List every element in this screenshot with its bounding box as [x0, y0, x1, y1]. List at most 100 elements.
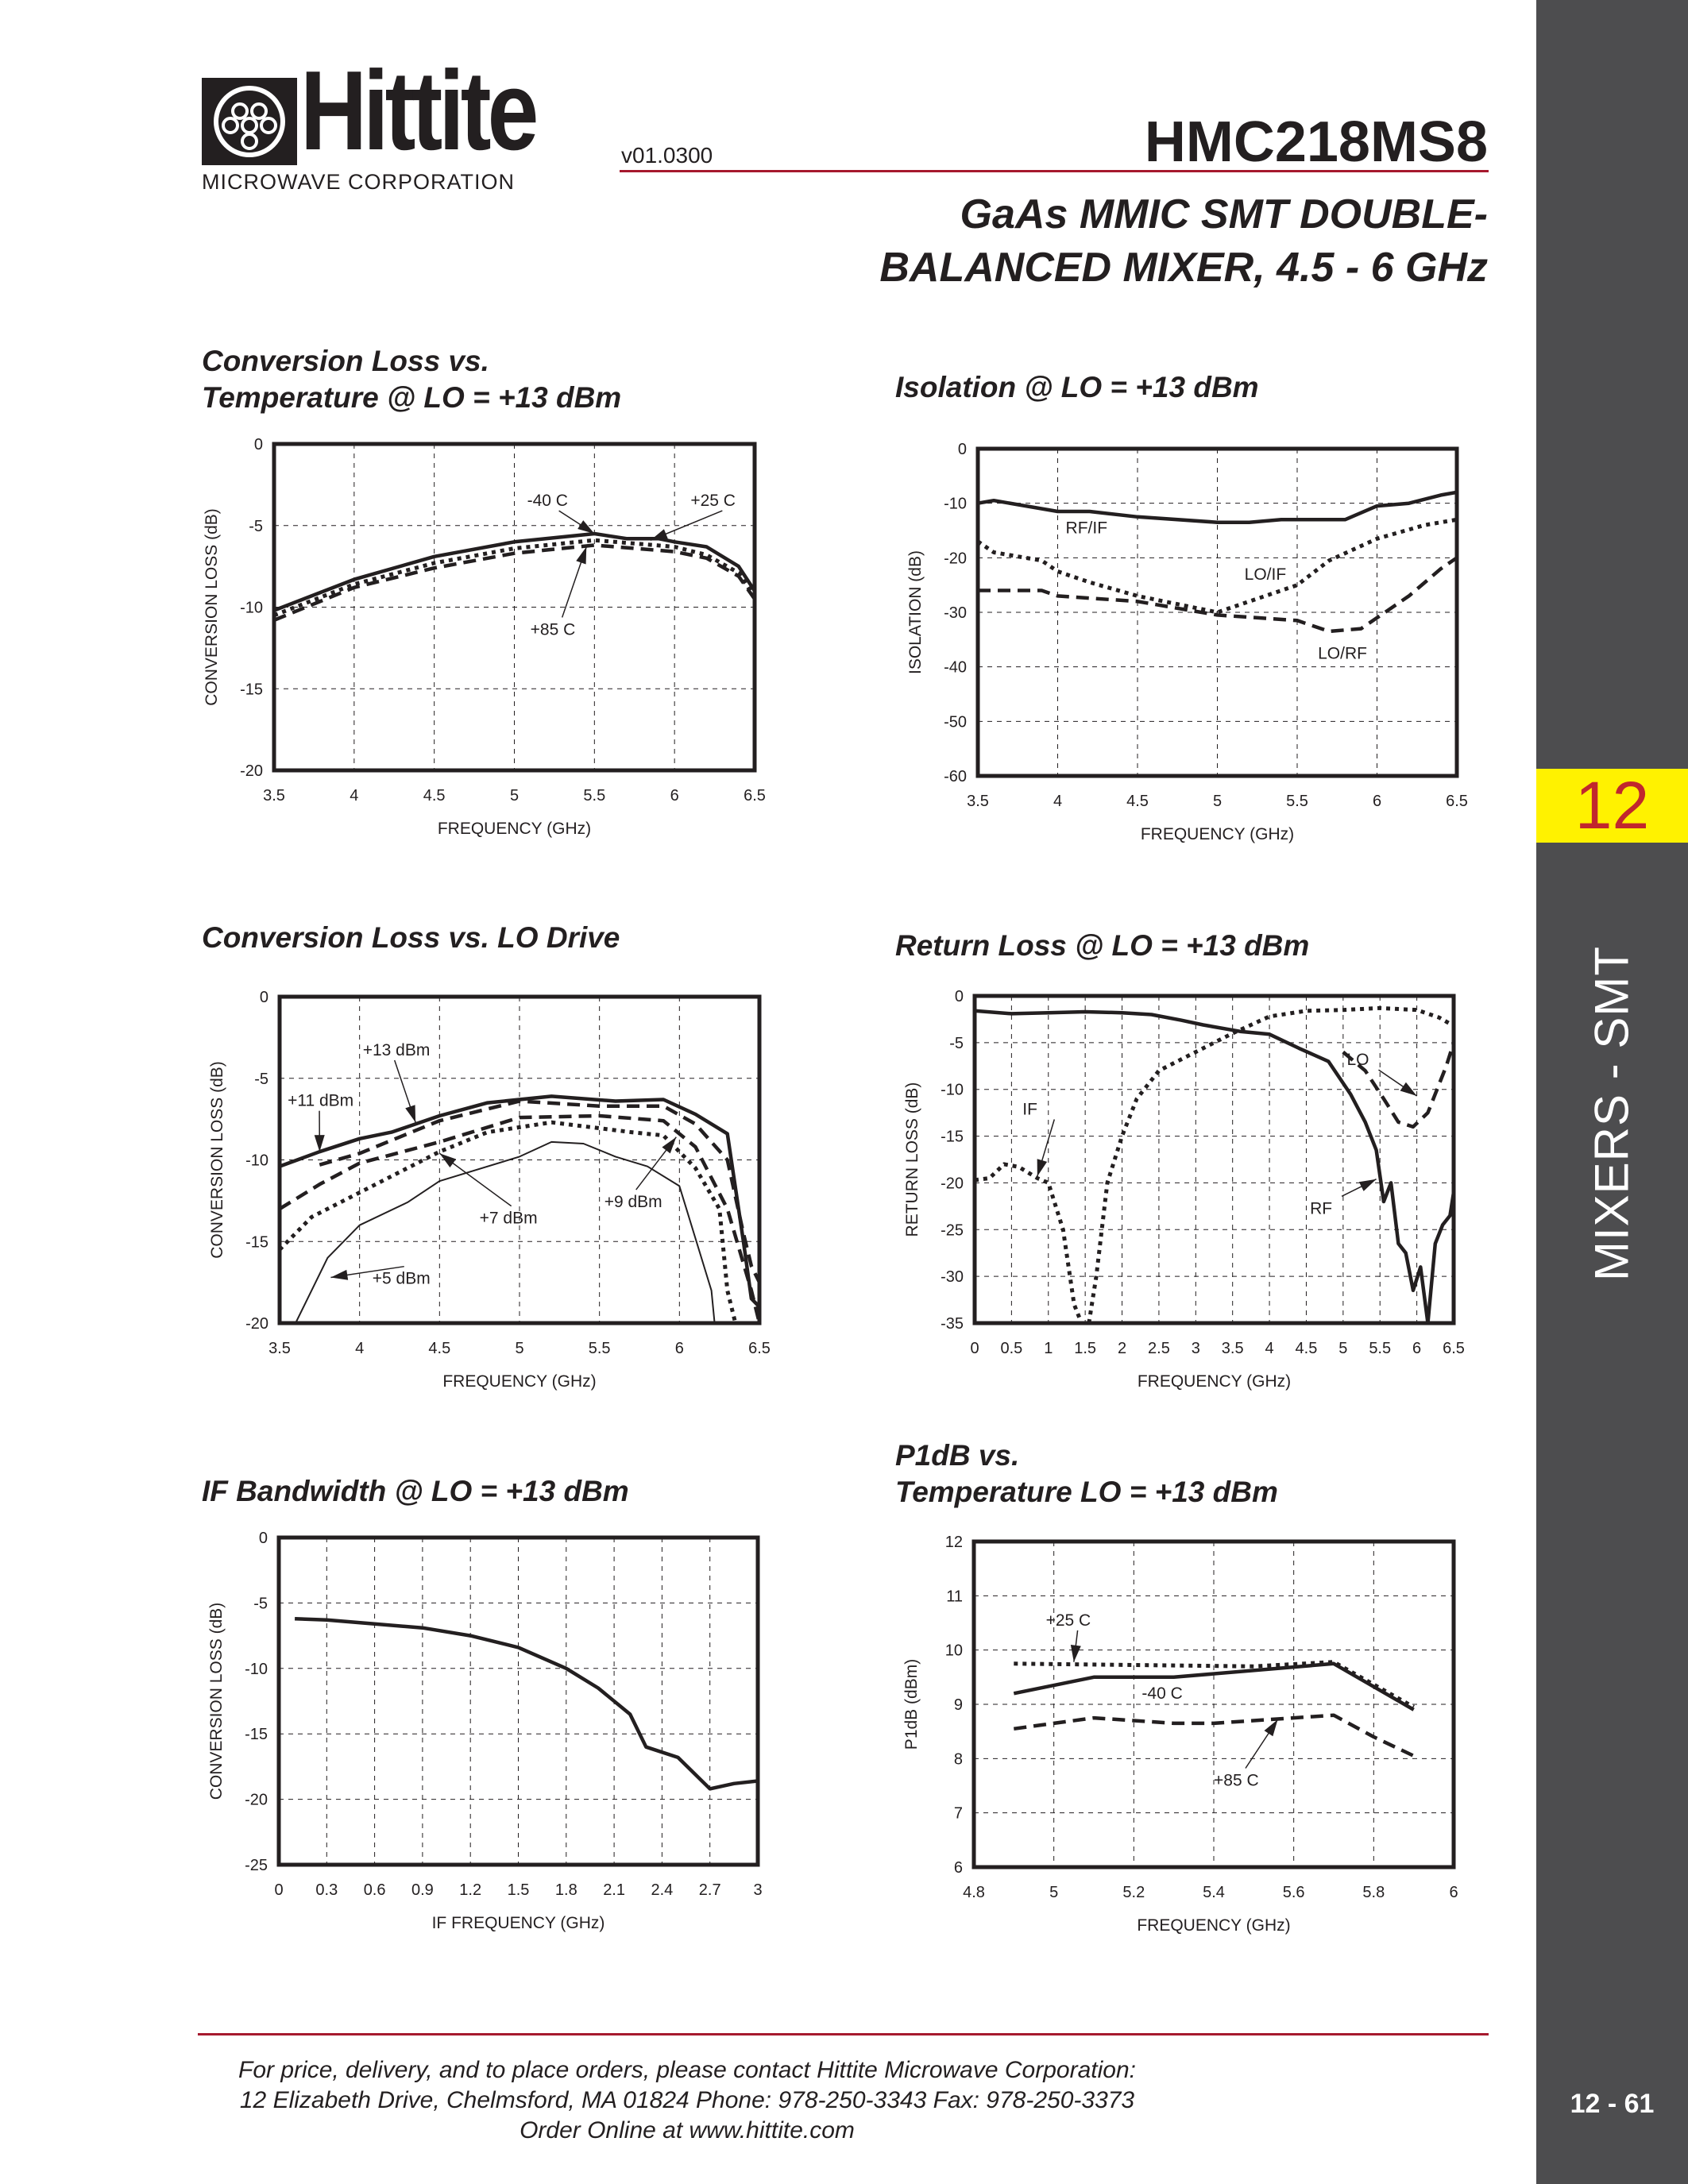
y-tick-label: -30	[944, 604, 967, 622]
annotation-label: -40 C	[1141, 1684, 1182, 1703]
chart-title-line: Conversion Loss vs.	[202, 345, 489, 377]
y-tick-label: 10	[945, 1642, 963, 1660]
annotation-label: +85 C	[531, 620, 576, 639]
y-axis-label: RETURN LOSS (dB)	[903, 1082, 921, 1237]
annotation-label: +85 C	[1214, 1772, 1259, 1790]
y-tick-label: -5	[249, 518, 263, 535]
chart-title-line: Isolation @ LO = +13 dBm	[895, 371, 1259, 403]
x-tick-label: 2.1	[603, 1881, 625, 1899]
x-tick-label: 4.5	[1296, 1340, 1318, 1357]
section-sidebar	[1536, 0, 1688, 2184]
x-tick-label: 5.5	[583, 787, 605, 805]
y-tick-label: -5	[949, 1035, 964, 1052]
x-tick-label: 3	[1192, 1340, 1200, 1357]
chart-1: 3.5 4 4.5 5 5.5 6 6.5 0 -5 -10 -15 -20 FREQUENCY (GH…	[203, 436, 766, 838]
x-tick-label: 5.5	[589, 1340, 611, 1357]
annotation-label: +13 dBm	[363, 1041, 431, 1059]
document-version: v01.0300	[621, 143, 713, 168]
logo-subtitle: MICROWAVE CORPORATION	[202, 170, 516, 194]
x-tick-label: 3	[753, 1881, 762, 1899]
y-tick-label: -20	[245, 1315, 268, 1333]
logo-wordmark: Hittite	[300, 48, 539, 174]
x-tick-label: 2.7	[699, 1881, 721, 1899]
annotation-label: LO/RF	[1318, 644, 1367, 662]
x-tick-label: 4.5	[423, 787, 446, 805]
chart-title-line: P1dB vs.	[895, 1439, 1020, 1472]
footer-address: 12 Elizabeth Drive, Chelmsford, MA 01824…	[239, 2087, 1135, 2113]
annotation-label: LO	[1346, 1051, 1369, 1069]
x-tick-label: 1.8	[555, 1881, 577, 1899]
x-tick-label: 4.5	[428, 1340, 450, 1357]
y-tick-label: -10	[240, 600, 263, 617]
annotation-label: +9 dBm	[605, 1193, 662, 1211]
chart-title-line: Return Loss @ LO = +13 dBm	[895, 929, 1310, 962]
x-tick-label: 2.5	[1148, 1340, 1170, 1357]
y-tick-label: -15	[245, 1233, 268, 1251]
footer-divider	[198, 2033, 1489, 2035]
annotation-arrow-icon	[1264, 1719, 1278, 1737]
plot-frame	[276, 1535, 760, 1867]
annotation-label: +11 dBm	[288, 1092, 353, 1110]
y-tick-label: 9	[954, 1696, 963, 1714]
annotation-arrow-icon	[439, 1153, 457, 1167]
x-tick-label: 3.5	[1222, 1340, 1244, 1357]
annotation-arrow-icon	[577, 520, 595, 534]
x-tick-label: 6.5	[1446, 793, 1468, 810]
x-tick-label: 6.5	[744, 787, 766, 805]
x-tick-label: 4	[350, 787, 358, 805]
chart-title-p1db: P1dB vs. Temperature LO = +13 dBm	[895, 1437, 1278, 1511]
company-logo: Hittite MICROWAVE CORPORATION	[202, 55, 586, 195]
series-line-lo	[1342, 1042, 1454, 1129]
y-tick-label: -15	[245, 1726, 268, 1743]
x-tick-label: 1	[1044, 1340, 1053, 1357]
x-tick-label: 5.6	[1283, 1884, 1305, 1901]
x-tick-label: 0.3	[315, 1881, 338, 1899]
x-tick-label: 1.2	[459, 1881, 481, 1899]
series-line-40-c	[1013, 1661, 1415, 1711]
chart-4: 0 0.5 1 1.5 2 2.5 3 3.5 4 4.5 5 5.5 6 6.5 0 -5 -10 -15 -20…	[903, 988, 1465, 1391]
chart-title-isolation: Isolation @ LO = +13 dBm	[895, 369, 1259, 406]
x-tick-label: 5.5	[1286, 793, 1308, 810]
annotation-arrow-icon	[405, 1105, 416, 1123]
product-subtitle-line1: GaAs MMIC SMT DOUBLE-	[960, 191, 1488, 237]
x-tick-label: 4	[1265, 1340, 1274, 1357]
x-tick-label: 6	[670, 787, 679, 805]
annotation-arrow-icon	[1070, 1645, 1081, 1662]
logo-emblem-icon	[202, 78, 297, 165]
footer-order-link[interactable]: Order Online at www.hittite.com	[520, 2117, 855, 2143]
y-tick-label: 0	[254, 436, 263, 453]
x-axis-label: FREQUENCY (GHz)	[1137, 1916, 1290, 1935]
chart-6: 4.8 5 5.2 5.4 5.6 5.8 6 12 11 10 9 8 7 6 FREQUENCY (GH…	[902, 1534, 1458, 1935]
x-tick-label: 5.2	[1122, 1884, 1145, 1901]
y-tick-label: -20	[941, 1175, 964, 1192]
x-tick-label: 5.8	[1362, 1884, 1385, 1901]
x-tick-label: 4	[355, 1340, 364, 1357]
x-tick-label: 0.5	[1000, 1340, 1022, 1357]
x-tick-label: 2.4	[651, 1881, 673, 1899]
x-tick-label: 5.5	[1369, 1340, 1391, 1357]
series-line-7-dbm	[280, 1120, 738, 1323]
annotation-arrow-icon	[330, 1269, 349, 1280]
y-tick-label: -25	[941, 1221, 964, 1239]
annotation-label: -40 C	[527, 492, 568, 510]
y-tick-label: -20	[240, 762, 263, 780]
annotation-arrow-icon	[1037, 1159, 1048, 1177]
x-tick-label: 1.5	[1074, 1340, 1096, 1357]
series-line-data	[295, 1616, 758, 1791]
x-tick-label: 1.5	[508, 1881, 530, 1899]
y-tick-label: 8	[954, 1750, 963, 1768]
y-axis-label: ISOLATION (dB)	[906, 550, 925, 674]
series-line-85-c	[1013, 1713, 1415, 1758]
y-tick-label: 7	[954, 1805, 963, 1823]
part-number: HMC218MS8	[1144, 110, 1488, 174]
y-tick-label: -25	[245, 1857, 268, 1874]
x-axis-label: IF FREQUENCY (GHz)	[432, 1914, 605, 1932]
y-tick-label: -60	[944, 768, 967, 785]
chart-title-line: Temperature @ LO = +13 dBm	[202, 381, 622, 414]
y-tick-label: -10	[245, 1152, 268, 1170]
x-tick-label: 3.5	[263, 787, 285, 805]
y-tick-label: 6	[954, 1859, 963, 1877]
y-tick-label: -20	[944, 550, 967, 567]
chart-title-lo-drive: Conversion Loss vs. LO Drive	[202, 920, 620, 956]
